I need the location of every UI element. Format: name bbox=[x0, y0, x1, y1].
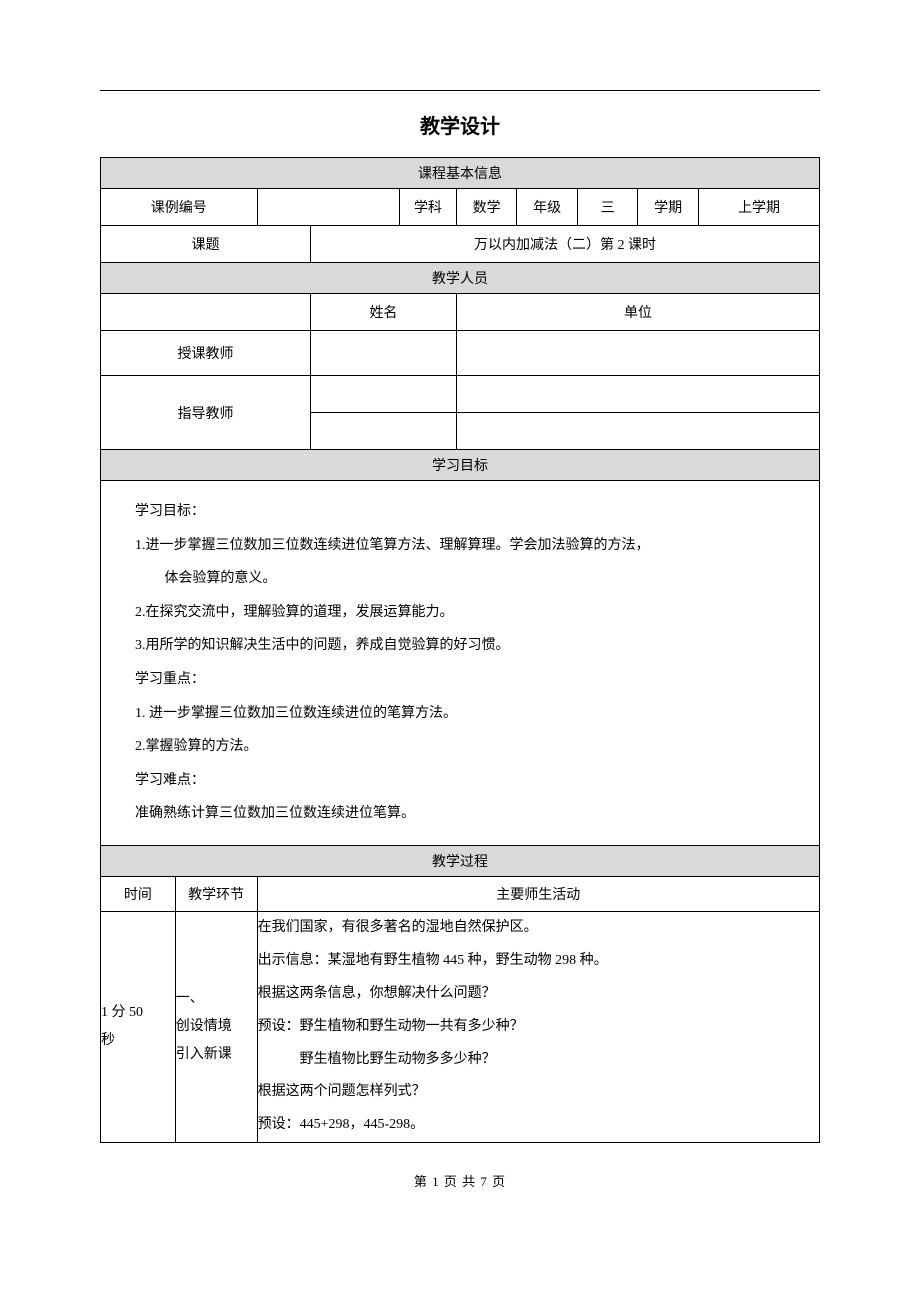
activity-line: 预设：445+298，445-298。 bbox=[258, 1109, 819, 1142]
time-text: 1 分 50 bbox=[101, 1005, 143, 1020]
goal-line: 1. 进一步掌握三位数加三位数连续进位的笔算方法。 bbox=[135, 697, 799, 731]
value-subject: 数学 bbox=[456, 189, 517, 226]
teacher-unit bbox=[456, 331, 819, 376]
mentor2-unit bbox=[456, 413, 819, 450]
label-mentor: 指导教师 bbox=[101, 376, 311, 450]
label-subject: 学科 bbox=[399, 189, 456, 226]
time-text: 秒 bbox=[101, 1033, 115, 1048]
staff-header: 教学人员 bbox=[101, 263, 820, 294]
col-unit: 单位 bbox=[456, 294, 819, 331]
activity-line: 出示信息：某湿地有野生植物 445 种，野生动物 298 种。 bbox=[258, 945, 819, 978]
label-grade: 年级 bbox=[517, 189, 578, 226]
goals-cell: 学习目标： 1.进一步掌握三位数加三位数连续进位笔算方法、理解算理。学会加法验算… bbox=[101, 481, 820, 846]
goal-line: 学习难点： bbox=[135, 764, 799, 798]
env-text: 创设情境 bbox=[176, 1019, 232, 1034]
goal-line: 学习目标： bbox=[135, 495, 799, 529]
goal-line: 1.进一步掌握三位数加三位数连续进位笔算方法、理解算理。学会加法验算的方法， bbox=[135, 529, 799, 563]
goal-line: 准确熟练计算三位数加三位数连续进位笔算。 bbox=[135, 797, 799, 831]
col-time: 时间 bbox=[101, 876, 176, 911]
time-cell: 1 分 50 秒 bbox=[101, 911, 176, 1142]
col-env: 教学环节 bbox=[175, 876, 257, 911]
goal-line: 2.掌握验算的方法。 bbox=[135, 730, 799, 764]
goals-text: 学习目标： 1.进一步掌握三位数加三位数连续进位笔算方法、理解算理。学会加法验算… bbox=[101, 481, 819, 845]
goal-line: 学习重点： bbox=[135, 663, 799, 697]
mentor2-name bbox=[310, 413, 456, 450]
process-header: 教学过程 bbox=[101, 845, 820, 876]
label-course-id: 课例编号 bbox=[101, 189, 258, 226]
goals-header: 学习目标 bbox=[101, 450, 820, 481]
activity-line: 根据这两条信息，你想解决什么问题？ bbox=[258, 978, 819, 1011]
activity-line: 野生植物比野生动物多多少种？ bbox=[258, 1044, 819, 1077]
label-term: 学期 bbox=[638, 189, 699, 226]
label-teacher: 授课教师 bbox=[101, 331, 311, 376]
mentor1-name bbox=[310, 376, 456, 413]
page: 教学设计 课程基本信息 课例编号 学科 数学 年级 三 学期 上学期 bbox=[0, 0, 920, 1230]
activity-line: 在我们国家，有很多著名的湿地自然保护区。 bbox=[258, 912, 819, 945]
col-activity: 主要师生活动 bbox=[257, 876, 819, 911]
value-term: 上学期 bbox=[698, 189, 819, 226]
env-cell: 一、 创设情境 引入新课 bbox=[175, 911, 257, 1142]
env-text: 引入新课 bbox=[176, 1047, 232, 1062]
activity-line: 预设：野生植物和野生动物一共有多少种？ bbox=[258, 1011, 819, 1044]
value-topic: 万以内加减法（二）第 2 课时 bbox=[310, 226, 819, 263]
value-grade: 三 bbox=[577, 189, 638, 226]
top-rule bbox=[100, 90, 820, 91]
page-footer: 第 1 页 共 7 页 bbox=[100, 1171, 820, 1190]
env-text: 一、 bbox=[176, 991, 204, 1006]
page-title: 教学设计 bbox=[100, 110, 820, 139]
activity-line: 根据这两个问题怎样列式？ bbox=[258, 1076, 819, 1109]
teacher-name bbox=[310, 331, 456, 376]
col-name: 姓名 bbox=[310, 294, 456, 331]
blank-cell bbox=[101, 294, 311, 331]
goal-line: 3.用所学的知识解决生活中的问题，养成自觉验算的好习惯。 bbox=[135, 629, 799, 663]
design-table: 课程基本信息 课例编号 学科 数学 年级 三 学期 上学期 课题 万以内加减法（… bbox=[100, 157, 820, 1143]
value-course-id bbox=[257, 189, 399, 226]
label-topic: 课题 bbox=[101, 226, 311, 263]
activity-cell: 在我们国家，有很多著名的湿地自然保护区。 出示信息：某湿地有野生植物 445 种… bbox=[257, 911, 819, 1142]
basic-info-header: 课程基本信息 bbox=[101, 158, 820, 189]
mentor1-unit bbox=[456, 376, 819, 413]
goal-line: 体会验算的意义。 bbox=[135, 562, 799, 596]
goal-line: 2.在探究交流中，理解验算的道理，发展运算能力。 bbox=[135, 596, 799, 630]
